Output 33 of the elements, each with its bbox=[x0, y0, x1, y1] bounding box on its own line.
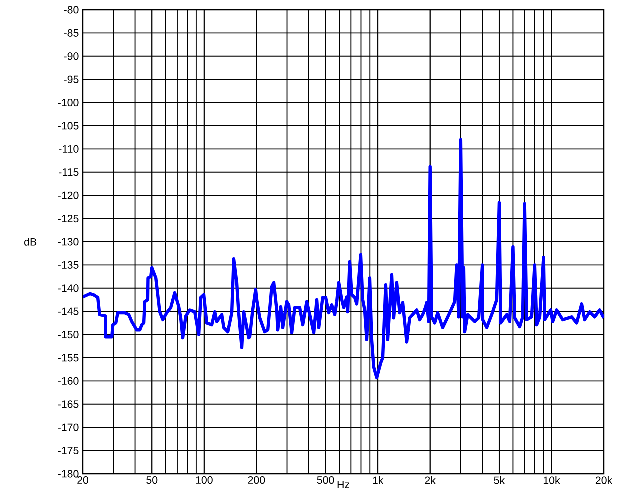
x-tick-label: 1k bbox=[373, 476, 384, 484]
x-tick-label: 10k bbox=[544, 476, 560, 484]
y-tick-label: -120 bbox=[58, 192, 79, 200]
y-tick-label: -130 bbox=[58, 238, 79, 246]
y-tick-label: -150 bbox=[58, 331, 79, 339]
y-tick-label: -105 bbox=[58, 122, 79, 130]
y-tick-label: -170 bbox=[58, 424, 79, 432]
x-tick-label: 20k bbox=[596, 476, 613, 484]
y-tick-label: -145 bbox=[58, 308, 79, 316]
x-axis-title: Hz bbox=[338, 481, 350, 488]
y-tick-label: -135 bbox=[58, 261, 79, 269]
y-tick-label: -115 bbox=[59, 168, 79, 176]
y-tick-label: -165 bbox=[58, 400, 79, 408]
x-tick-label: 50 bbox=[146, 476, 158, 484]
x-tick-label: 5k bbox=[494, 476, 506, 484]
y-tick-label: -90 bbox=[64, 52, 79, 60]
y-tick-label: -180 bbox=[58, 470, 79, 478]
y-tick-label: -125 bbox=[58, 215, 79, 223]
x-tick-label: 200 bbox=[248, 476, 266, 484]
x-tick-label: 100 bbox=[196, 476, 213, 484]
x-tick-label: 2k bbox=[425, 476, 436, 484]
y-tick-label: -175 bbox=[58, 447, 79, 455]
x-tick-label: 500 bbox=[317, 476, 334, 484]
y-tick-label: -155 bbox=[58, 354, 79, 362]
y-tick-label: -80 bbox=[64, 6, 79, 14]
y-tick-label: -140 bbox=[58, 284, 79, 292]
y-tick-label: -110 bbox=[59, 145, 79, 153]
y-tick-label: -100 bbox=[58, 99, 79, 107]
y-tick-label: -160 bbox=[58, 377, 79, 385]
x-tick-label: 20 bbox=[78, 476, 89, 484]
y-tick-label: -95 bbox=[64, 76, 79, 84]
y-tick-label: -85 bbox=[64, 29, 79, 37]
y-axis-title: dB bbox=[24, 238, 37, 246]
